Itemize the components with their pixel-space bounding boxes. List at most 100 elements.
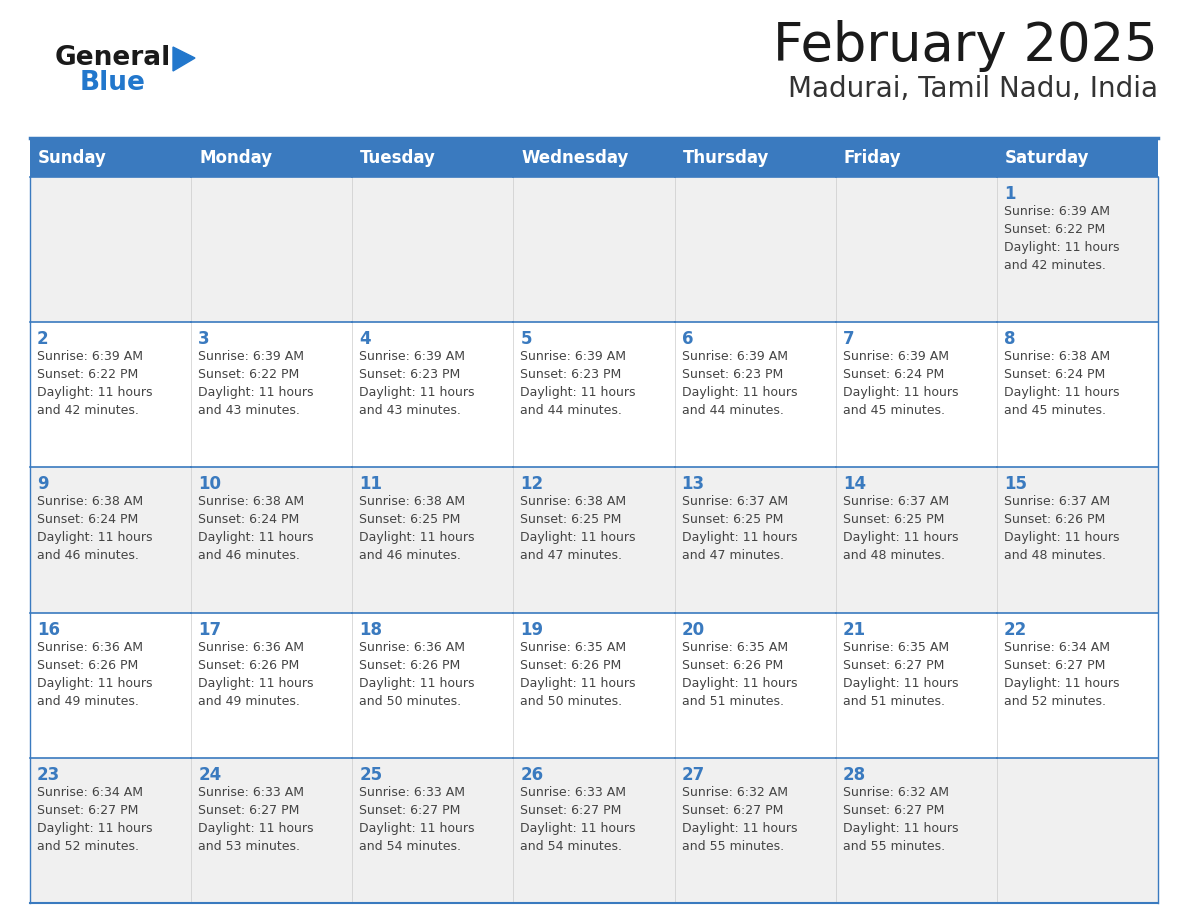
Text: Wednesday: Wednesday xyxy=(522,149,628,167)
Text: Sunrise: 6:39 AM
Sunset: 6:22 PM
Daylight: 11 hours
and 42 minutes.: Sunrise: 6:39 AM Sunset: 6:22 PM Dayligh… xyxy=(1004,205,1119,272)
Bar xyxy=(997,322,1158,467)
Text: 10: 10 xyxy=(198,476,221,493)
Text: 11: 11 xyxy=(359,476,383,493)
Text: Sunrise: 6:33 AM
Sunset: 6:27 PM
Daylight: 11 hours
and 53 minutes.: Sunrise: 6:33 AM Sunset: 6:27 PM Dayligh… xyxy=(198,786,314,853)
Bar xyxy=(997,612,1158,757)
Bar xyxy=(353,757,513,903)
Bar xyxy=(997,177,1158,322)
Bar xyxy=(191,757,353,903)
Text: 20: 20 xyxy=(682,621,704,639)
Bar xyxy=(835,612,997,757)
Text: 7: 7 xyxy=(842,330,854,348)
Bar xyxy=(835,757,997,903)
Text: Sunrise: 6:34 AM
Sunset: 6:27 PM
Daylight: 11 hours
and 52 minutes.: Sunrise: 6:34 AM Sunset: 6:27 PM Dayligh… xyxy=(1004,641,1119,708)
Text: February 2025: February 2025 xyxy=(773,20,1158,72)
Text: Sunrise: 6:38 AM
Sunset: 6:25 PM
Daylight: 11 hours
and 46 minutes.: Sunrise: 6:38 AM Sunset: 6:25 PM Dayligh… xyxy=(359,496,475,563)
Text: Saturday: Saturday xyxy=(1005,149,1089,167)
Bar xyxy=(191,177,353,322)
Text: 9: 9 xyxy=(37,476,49,493)
Text: 26: 26 xyxy=(520,766,544,784)
Text: Monday: Monday xyxy=(200,149,272,167)
Text: 1: 1 xyxy=(1004,185,1016,203)
Text: Madurai, Tamil Nadu, India: Madurai, Tamil Nadu, India xyxy=(788,75,1158,103)
Text: 18: 18 xyxy=(359,621,383,639)
Text: Sunrise: 6:39 AM
Sunset: 6:22 PM
Daylight: 11 hours
and 42 minutes.: Sunrise: 6:39 AM Sunset: 6:22 PM Dayligh… xyxy=(37,350,152,417)
Text: 16: 16 xyxy=(37,621,61,639)
Text: Sunrise: 6:34 AM
Sunset: 6:27 PM
Daylight: 11 hours
and 52 minutes.: Sunrise: 6:34 AM Sunset: 6:27 PM Dayligh… xyxy=(37,786,152,853)
Bar xyxy=(835,177,997,322)
Text: 23: 23 xyxy=(37,766,61,784)
Text: Tuesday: Tuesday xyxy=(360,149,436,167)
Bar xyxy=(513,177,675,322)
Text: 25: 25 xyxy=(359,766,383,784)
Text: Sunrise: 6:39 AM
Sunset: 6:22 PM
Daylight: 11 hours
and 43 minutes.: Sunrise: 6:39 AM Sunset: 6:22 PM Dayligh… xyxy=(198,350,314,417)
Bar xyxy=(30,177,191,322)
Bar xyxy=(353,322,513,467)
Text: Sunrise: 6:33 AM
Sunset: 6:27 PM
Daylight: 11 hours
and 54 minutes.: Sunrise: 6:33 AM Sunset: 6:27 PM Dayligh… xyxy=(520,786,636,853)
Text: Sunrise: 6:39 AM
Sunset: 6:24 PM
Daylight: 11 hours
and 45 minutes.: Sunrise: 6:39 AM Sunset: 6:24 PM Dayligh… xyxy=(842,350,959,417)
Bar xyxy=(997,467,1158,612)
Text: Sunrise: 6:39 AM
Sunset: 6:23 PM
Daylight: 11 hours
and 44 minutes.: Sunrise: 6:39 AM Sunset: 6:23 PM Dayligh… xyxy=(682,350,797,417)
Text: Sunrise: 6:36 AM
Sunset: 6:26 PM
Daylight: 11 hours
and 50 minutes.: Sunrise: 6:36 AM Sunset: 6:26 PM Dayligh… xyxy=(359,641,475,708)
Bar xyxy=(30,757,191,903)
Bar xyxy=(675,612,835,757)
Text: Sunrise: 6:37 AM
Sunset: 6:25 PM
Daylight: 11 hours
and 47 minutes.: Sunrise: 6:37 AM Sunset: 6:25 PM Dayligh… xyxy=(682,496,797,563)
Text: Sunrise: 6:39 AM
Sunset: 6:23 PM
Daylight: 11 hours
and 44 minutes.: Sunrise: 6:39 AM Sunset: 6:23 PM Dayligh… xyxy=(520,350,636,417)
Text: Sunrise: 6:32 AM
Sunset: 6:27 PM
Daylight: 11 hours
and 55 minutes.: Sunrise: 6:32 AM Sunset: 6:27 PM Dayligh… xyxy=(842,786,959,853)
Text: 14: 14 xyxy=(842,476,866,493)
Polygon shape xyxy=(173,47,195,71)
Text: Sunrise: 6:35 AM
Sunset: 6:26 PM
Daylight: 11 hours
and 51 minutes.: Sunrise: 6:35 AM Sunset: 6:26 PM Dayligh… xyxy=(682,641,797,708)
Text: Sunrise: 6:39 AM
Sunset: 6:23 PM
Daylight: 11 hours
and 43 minutes.: Sunrise: 6:39 AM Sunset: 6:23 PM Dayligh… xyxy=(359,350,475,417)
Bar xyxy=(513,612,675,757)
Text: 21: 21 xyxy=(842,621,866,639)
Bar xyxy=(997,139,1158,177)
Text: Sunday: Sunday xyxy=(38,149,107,167)
Text: 27: 27 xyxy=(682,766,704,784)
Text: General: General xyxy=(55,45,171,71)
Bar xyxy=(191,612,353,757)
Bar xyxy=(675,467,835,612)
Text: 12: 12 xyxy=(520,476,544,493)
Text: Sunrise: 6:35 AM
Sunset: 6:26 PM
Daylight: 11 hours
and 50 minutes.: Sunrise: 6:35 AM Sunset: 6:26 PM Dayligh… xyxy=(520,641,636,708)
Text: 4: 4 xyxy=(359,330,371,348)
Text: 6: 6 xyxy=(682,330,693,348)
Bar xyxy=(835,467,997,612)
Bar xyxy=(30,139,191,177)
Bar xyxy=(191,467,353,612)
Bar xyxy=(997,757,1158,903)
Text: Thursday: Thursday xyxy=(683,149,769,167)
Bar xyxy=(675,757,835,903)
Text: Sunrise: 6:36 AM
Sunset: 6:26 PM
Daylight: 11 hours
and 49 minutes.: Sunrise: 6:36 AM Sunset: 6:26 PM Dayligh… xyxy=(37,641,152,708)
Text: 8: 8 xyxy=(1004,330,1016,348)
Bar xyxy=(835,322,997,467)
Bar xyxy=(513,322,675,467)
Text: 5: 5 xyxy=(520,330,532,348)
Text: Sunrise: 6:36 AM
Sunset: 6:26 PM
Daylight: 11 hours
and 49 minutes.: Sunrise: 6:36 AM Sunset: 6:26 PM Dayligh… xyxy=(198,641,314,708)
Bar xyxy=(191,322,353,467)
Text: Friday: Friday xyxy=(843,149,902,167)
Bar xyxy=(30,467,191,612)
Text: 17: 17 xyxy=(198,621,221,639)
Bar xyxy=(353,139,513,177)
Bar xyxy=(513,467,675,612)
Text: Sunrise: 6:38 AM
Sunset: 6:25 PM
Daylight: 11 hours
and 47 minutes.: Sunrise: 6:38 AM Sunset: 6:25 PM Dayligh… xyxy=(520,496,636,563)
Bar xyxy=(30,612,191,757)
Text: 3: 3 xyxy=(198,330,210,348)
Text: Sunrise: 6:38 AM
Sunset: 6:24 PM
Daylight: 11 hours
and 46 minutes.: Sunrise: 6:38 AM Sunset: 6:24 PM Dayligh… xyxy=(198,496,314,563)
Text: 24: 24 xyxy=(198,766,221,784)
Text: Blue: Blue xyxy=(80,70,146,96)
Text: 22: 22 xyxy=(1004,621,1028,639)
Bar xyxy=(30,322,191,467)
Bar xyxy=(191,139,353,177)
Bar xyxy=(675,177,835,322)
Bar xyxy=(353,467,513,612)
Bar xyxy=(835,139,997,177)
Bar xyxy=(353,612,513,757)
Text: Sunrise: 6:32 AM
Sunset: 6:27 PM
Daylight: 11 hours
and 55 minutes.: Sunrise: 6:32 AM Sunset: 6:27 PM Dayligh… xyxy=(682,786,797,853)
Text: Sunrise: 6:38 AM
Sunset: 6:24 PM
Daylight: 11 hours
and 45 minutes.: Sunrise: 6:38 AM Sunset: 6:24 PM Dayligh… xyxy=(1004,350,1119,417)
Text: 2: 2 xyxy=(37,330,49,348)
Text: 19: 19 xyxy=(520,621,544,639)
Text: 28: 28 xyxy=(842,766,866,784)
Bar xyxy=(513,757,675,903)
Bar xyxy=(513,139,675,177)
